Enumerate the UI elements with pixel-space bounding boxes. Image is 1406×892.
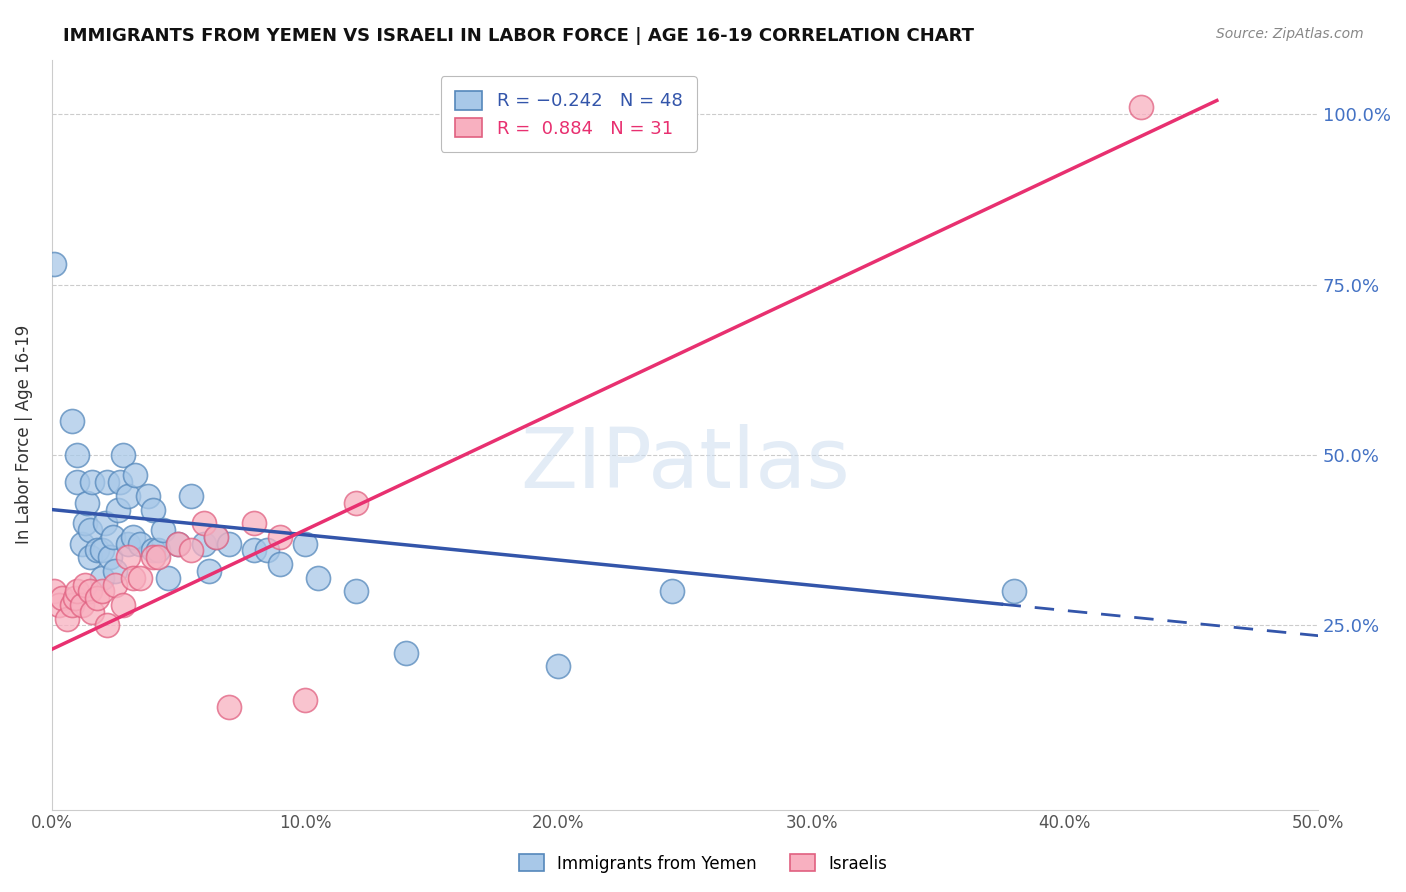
Point	[117, 550, 139, 565]
Point	[96, 475, 118, 490]
Text: IMMIGRANTS FROM YEMEN VS ISRAELI IN LABOR FORCE | AGE 16-19 CORRELATION CHART: IMMIGRANTS FROM YEMEN VS ISRAELI IN LABO…	[63, 27, 974, 45]
Point	[180, 489, 202, 503]
Point	[73, 516, 96, 531]
Point	[256, 543, 278, 558]
Point	[218, 536, 240, 550]
Point	[269, 530, 291, 544]
Point	[124, 468, 146, 483]
Point	[79, 584, 101, 599]
Point	[44, 584, 66, 599]
Point	[269, 557, 291, 571]
Point	[86, 591, 108, 606]
Point	[395, 646, 418, 660]
Point	[121, 571, 143, 585]
Point	[129, 571, 152, 585]
Point	[86, 543, 108, 558]
Point	[63, 591, 86, 606]
Point	[180, 543, 202, 558]
Point	[82, 475, 104, 490]
Point	[82, 605, 104, 619]
Point	[167, 536, 190, 550]
Text: Source: ZipAtlas.com: Source: ZipAtlas.com	[1216, 27, 1364, 41]
Point	[294, 693, 316, 707]
Point	[79, 550, 101, 565]
Point	[91, 584, 114, 599]
Point	[91, 543, 114, 558]
Point	[193, 536, 215, 550]
Point	[60, 598, 83, 612]
Point	[121, 530, 143, 544]
Point	[136, 489, 159, 503]
Point	[167, 536, 190, 550]
Point	[146, 543, 169, 558]
Point	[101, 530, 124, 544]
Point	[307, 571, 329, 585]
Legend: R = −0.242   N = 48, R =  0.884   N = 31: R = −0.242 N = 48, R = 0.884 N = 31	[440, 76, 697, 152]
Point	[66, 448, 89, 462]
Point	[66, 475, 89, 490]
Point	[51, 591, 73, 606]
Point	[157, 571, 180, 585]
Point	[104, 564, 127, 578]
Point	[661, 584, 683, 599]
Point	[1002, 584, 1025, 599]
Point	[117, 489, 139, 503]
Point	[205, 530, 228, 544]
Point	[60, 414, 83, 428]
Point	[243, 516, 266, 531]
Point	[344, 496, 367, 510]
Point	[142, 502, 165, 516]
Point	[146, 550, 169, 565]
Point	[91, 571, 114, 585]
Point	[117, 536, 139, 550]
Point	[56, 612, 79, 626]
Point	[76, 496, 98, 510]
Y-axis label: In Labor Force | Age 16-19: In Labor Force | Age 16-19	[15, 325, 32, 544]
Point	[94, 516, 117, 531]
Point	[107, 502, 129, 516]
Point	[73, 577, 96, 591]
Point	[79, 523, 101, 537]
Point	[98, 550, 121, 565]
Point	[193, 516, 215, 531]
Point	[111, 448, 134, 462]
Point	[197, 564, 219, 578]
Point	[70, 598, 93, 612]
Point	[152, 523, 174, 537]
Point	[344, 584, 367, 599]
Point	[111, 598, 134, 612]
Point	[66, 584, 89, 599]
Point	[129, 536, 152, 550]
Point	[142, 543, 165, 558]
Point	[218, 700, 240, 714]
Point	[547, 659, 569, 673]
Point	[108, 475, 131, 490]
Point	[96, 618, 118, 632]
Point	[243, 543, 266, 558]
Point	[48, 598, 70, 612]
Point	[142, 550, 165, 565]
Legend: Immigrants from Yemen, Israelis: Immigrants from Yemen, Israelis	[512, 847, 894, 880]
Point	[294, 536, 316, 550]
Point	[104, 577, 127, 591]
Point	[1129, 100, 1152, 114]
Text: ZIPatlas: ZIPatlas	[520, 424, 849, 505]
Point	[70, 536, 93, 550]
Point	[205, 530, 228, 544]
Point	[44, 257, 66, 271]
